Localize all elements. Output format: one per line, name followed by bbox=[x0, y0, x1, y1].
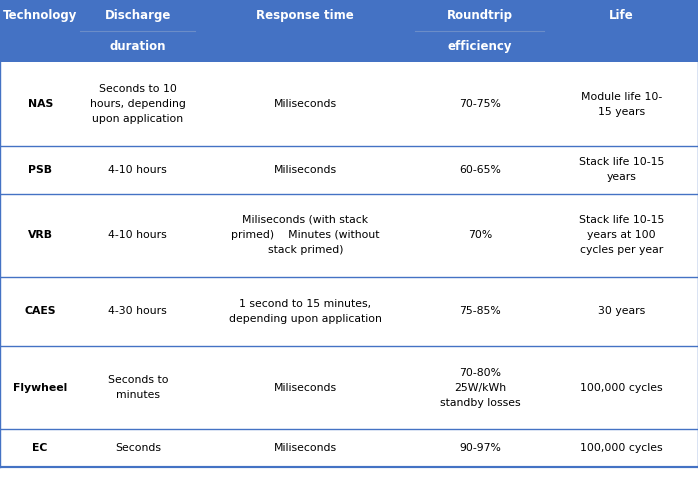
Text: years at 100: years at 100 bbox=[587, 230, 655, 240]
Text: Life: Life bbox=[609, 9, 634, 22]
Text: 70%: 70% bbox=[468, 230, 492, 240]
Text: 100,000 cycles: 100,000 cycles bbox=[580, 444, 662, 453]
Text: hours, depending: hours, depending bbox=[90, 99, 186, 109]
Text: Module life 10-: Module life 10- bbox=[581, 92, 662, 101]
Text: Flywheel: Flywheel bbox=[13, 383, 67, 393]
Text: Seconds to: Seconds to bbox=[107, 375, 168, 385]
Text: years: years bbox=[607, 172, 636, 182]
Text: Stack life 10-15: Stack life 10-15 bbox=[579, 215, 664, 225]
Text: 75-85%: 75-85% bbox=[459, 306, 500, 317]
Text: Seconds to 10: Seconds to 10 bbox=[99, 84, 177, 94]
Text: 4-10 hours: 4-10 hours bbox=[108, 230, 168, 240]
Text: 100,000 cycles: 100,000 cycles bbox=[580, 383, 662, 393]
Text: 25W/kWh: 25W/kWh bbox=[454, 383, 506, 393]
Text: Miliseconds (with stack: Miliseconds (with stack bbox=[242, 215, 369, 225]
Text: duration: duration bbox=[110, 40, 166, 53]
Text: Roundtrip: Roundtrip bbox=[447, 9, 513, 22]
Bar bbox=[0, 194, 698, 277]
Text: 4-10 hours: 4-10 hours bbox=[108, 165, 168, 174]
Text: Discharge: Discharge bbox=[105, 9, 171, 22]
Text: 70-75%: 70-75% bbox=[459, 99, 500, 109]
Text: Response time: Response time bbox=[256, 9, 355, 22]
Bar bbox=[0, 146, 698, 194]
Text: stack primed): stack primed) bbox=[267, 245, 343, 255]
Text: Miliseconds: Miliseconds bbox=[274, 99, 337, 109]
Text: Seconds: Seconds bbox=[115, 444, 161, 453]
Text: 60-65%: 60-65% bbox=[459, 165, 500, 174]
Text: Stack life 10-15: Stack life 10-15 bbox=[579, 157, 664, 167]
Text: 4-30 hours: 4-30 hours bbox=[108, 306, 168, 317]
Text: standby losses: standby losses bbox=[440, 398, 520, 408]
Text: minutes: minutes bbox=[116, 391, 160, 400]
Text: 15 years: 15 years bbox=[597, 107, 645, 116]
Text: Miliseconds: Miliseconds bbox=[274, 444, 337, 453]
Bar bbox=[0, 62, 698, 146]
Bar bbox=[0, 429, 698, 467]
Text: VRB: VRB bbox=[28, 230, 52, 240]
Bar bbox=[0, 277, 698, 346]
Text: cycles per year: cycles per year bbox=[579, 245, 663, 255]
Text: upon application: upon application bbox=[92, 114, 184, 124]
Bar bbox=[0, 0, 698, 62]
Text: CAES: CAES bbox=[24, 306, 56, 317]
Text: primed)    Minutes (without: primed) Minutes (without bbox=[231, 230, 380, 240]
Text: Miliseconds: Miliseconds bbox=[274, 383, 337, 393]
Text: 30 years: 30 years bbox=[597, 306, 645, 317]
Bar bbox=[0, 346, 698, 429]
Text: EC: EC bbox=[32, 444, 48, 453]
Text: PSB: PSB bbox=[28, 165, 52, 174]
Text: depending upon application: depending upon application bbox=[229, 314, 382, 324]
Text: NAS: NAS bbox=[27, 99, 53, 109]
Text: 1 second to 15 minutes,: 1 second to 15 minutes, bbox=[239, 299, 371, 309]
Text: 70-80%: 70-80% bbox=[459, 368, 501, 377]
Text: Miliseconds: Miliseconds bbox=[274, 165, 337, 174]
Text: Technology: Technology bbox=[3, 9, 77, 22]
Text: 90-97%: 90-97% bbox=[459, 444, 500, 453]
Text: efficiency: efficiency bbox=[447, 40, 512, 53]
